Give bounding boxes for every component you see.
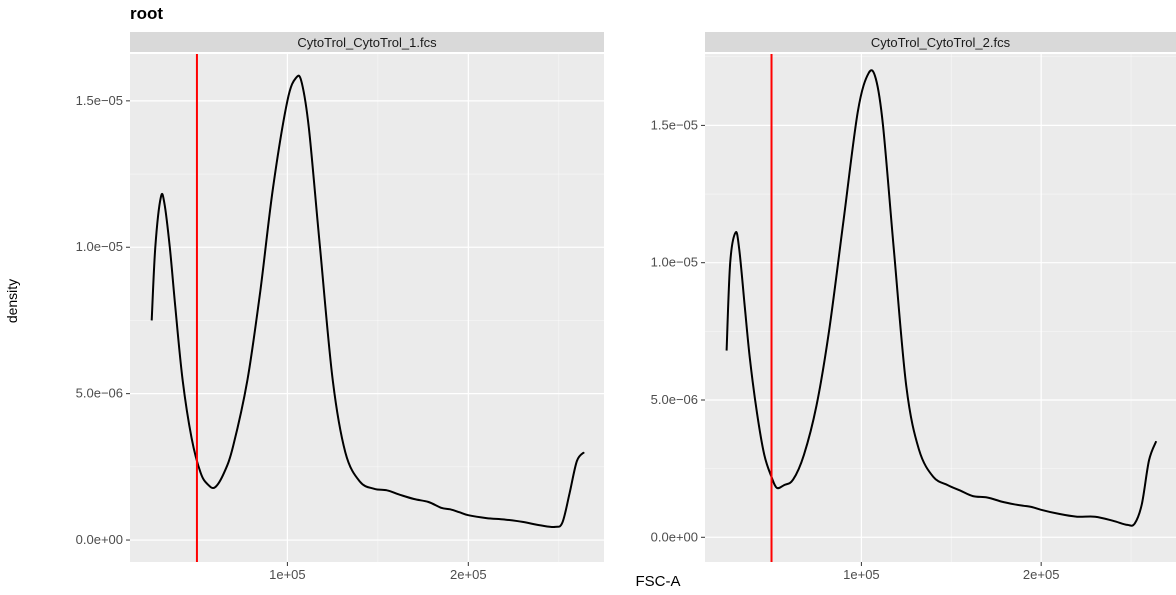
panel-2-strip-label: CytoTrol_CytoTrol_2.fcs (871, 35, 1011, 50)
plot-title: root (130, 4, 164, 23)
panel-2-y-tick-label: 0.0e+00 (651, 529, 698, 544)
panel-2-strip (705, 32, 1176, 52)
panel-1-x-tick-label: 1e+05 (269, 567, 306, 582)
panel-1-y-tick-label: 1.0e−05 (76, 239, 123, 254)
panel-1-background (130, 54, 604, 562)
panel-1-x-tick-label: 2e+05 (450, 567, 487, 582)
panel-2-x-tick-label: 2e+05 (1023, 567, 1060, 582)
panel-2-y-tick-label: 1.0e−05 (651, 255, 698, 270)
panel-1-y-tick-label: 5.0e−06 (76, 386, 123, 401)
panel-2-density-curve-1 (725, 69, 1158, 527)
panel-2-background (705, 54, 1176, 562)
panel-1-y-tick-label: 0.0e+00 (76, 532, 123, 547)
panel-1-y-tick-label: 1.5e−05 (76, 93, 123, 108)
x-axis-label: FSC-A (635, 573, 681, 590)
panel-2-y-tick-label: 1.5e−05 (651, 117, 698, 132)
panel-2-x-tick-label: 1e+05 (843, 567, 880, 582)
panel-1-strip-label: CytoTrol_CytoTrol_1.fcs (297, 35, 437, 50)
panel-1-density-curve-1 (150, 74, 585, 529)
panel-2-y-tick-label: 5.0e−06 (651, 392, 698, 407)
panel-1-strip (130, 32, 604, 52)
